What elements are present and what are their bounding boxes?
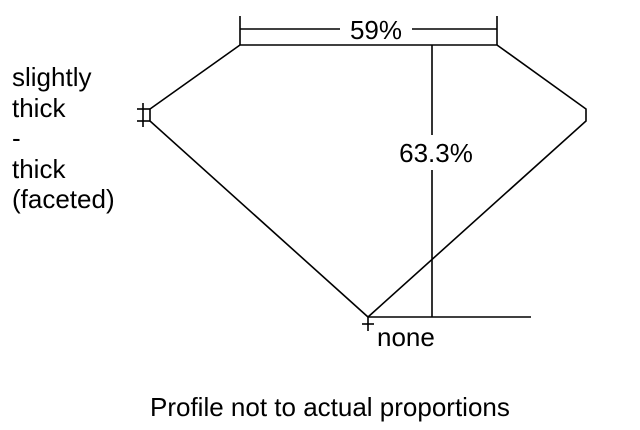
gem-outline <box>149 44 587 319</box>
girdle-label-line: - <box>12 123 21 153</box>
girdle-label-line: thick <box>12 153 66 184</box>
girdle-label-line: thick <box>12 92 66 123</box>
table-percent-label: 59% <box>350 15 402 45</box>
depth-percent-label: 63.3% <box>399 138 473 168</box>
girdle-label-line: (faceted) <box>12 184 115 214</box>
girdle-label: slightly thick - thick (faceted) <box>12 62 115 215</box>
diagram-caption: Profile not to actual proportions <box>150 392 510 422</box>
culet-label: none <box>377 322 435 352</box>
girdle-label-line: slightly <box>12 62 92 92</box>
